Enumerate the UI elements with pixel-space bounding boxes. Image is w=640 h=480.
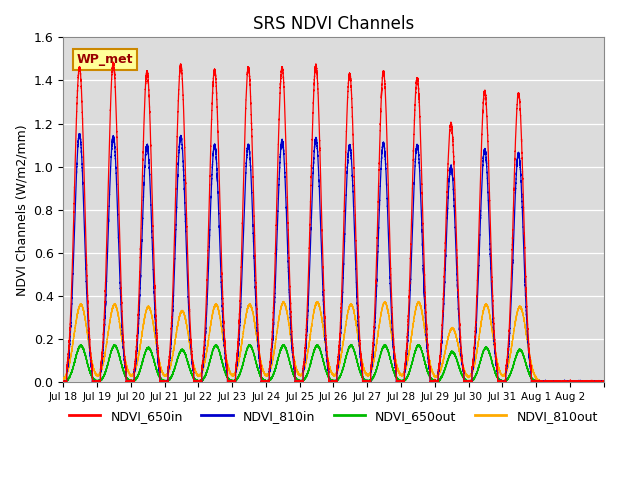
Title: SRS NDVI Channels: SRS NDVI Channels [253, 15, 414, 33]
Legend: NDVI_650in, NDVI_810in, NDVI_650out, NDVI_810out: NDVI_650in, NDVI_810in, NDVI_650out, NDV… [64, 405, 603, 428]
Y-axis label: NDVI Channels (W/m2/mm): NDVI Channels (W/m2/mm) [15, 124, 28, 296]
Text: WP_met: WP_met [77, 53, 133, 66]
